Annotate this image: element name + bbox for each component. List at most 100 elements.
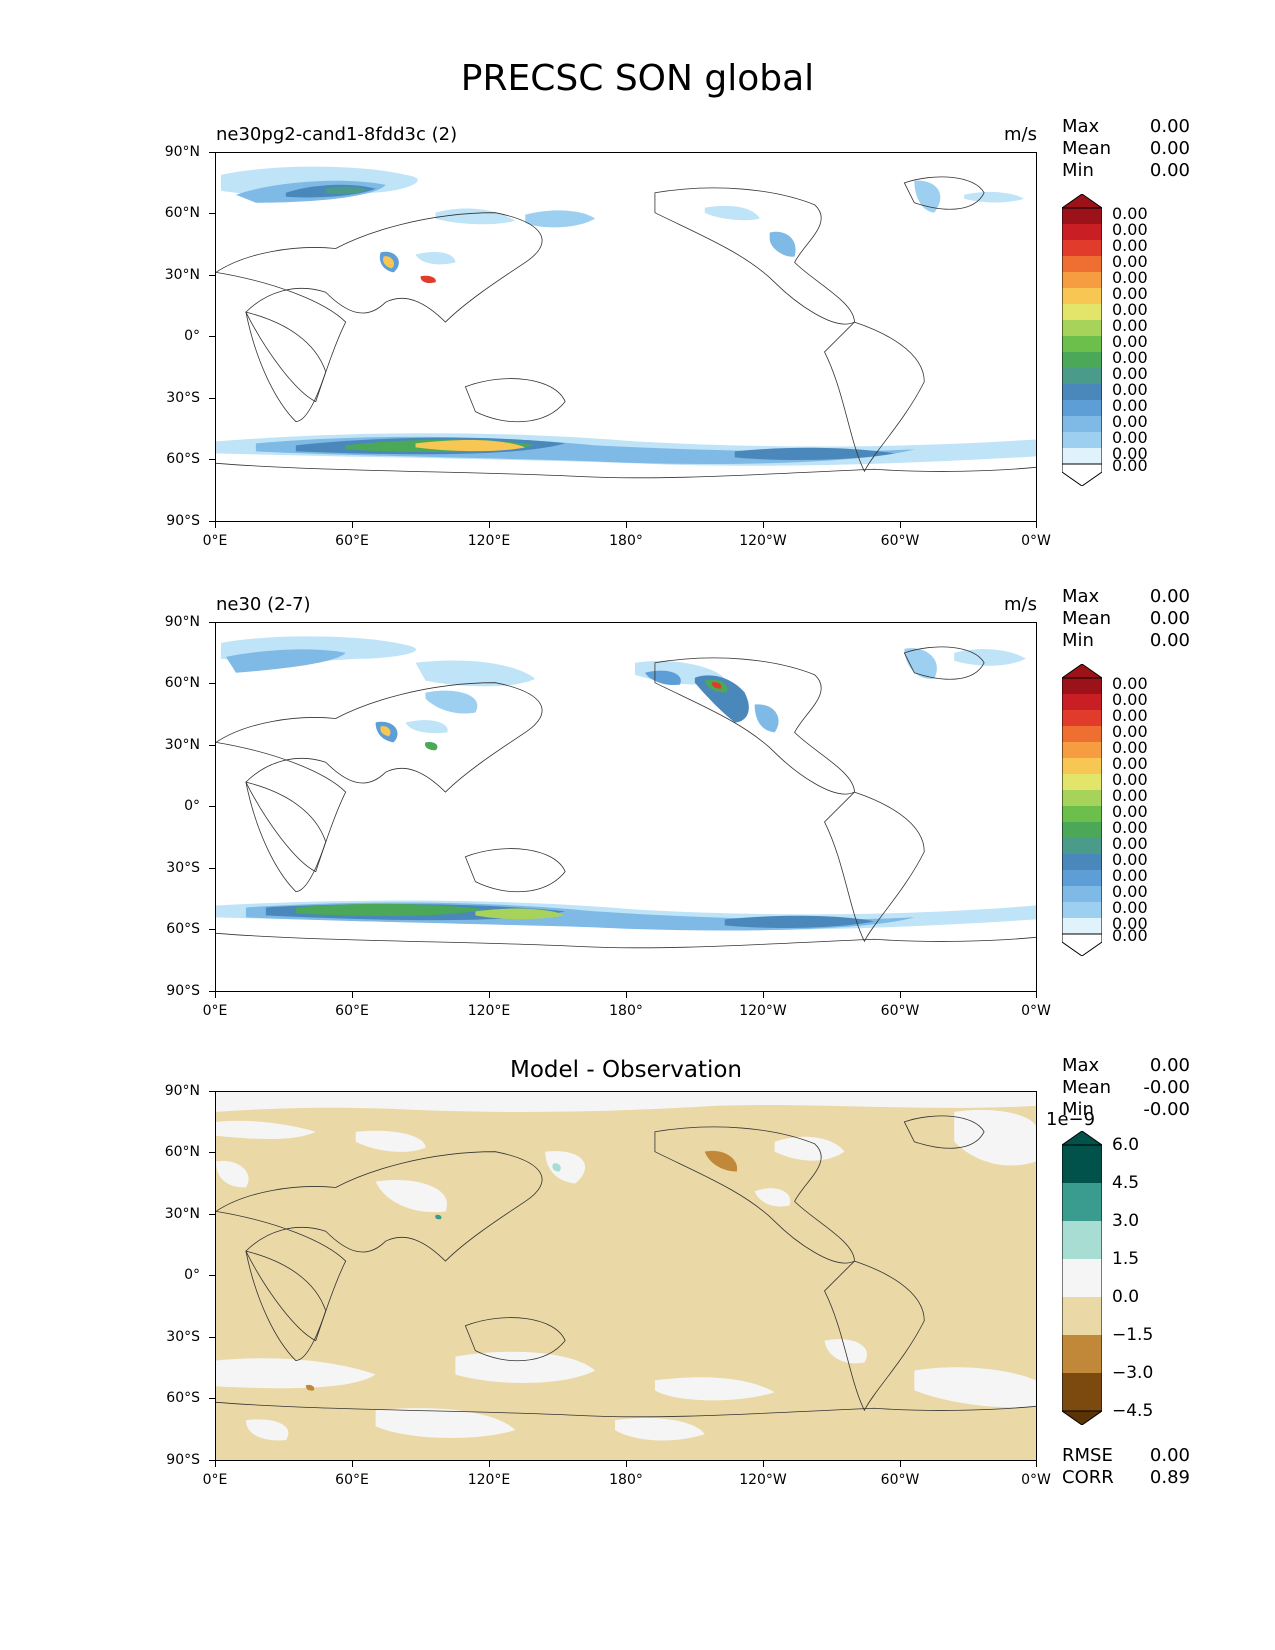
- colorbar-label: 0.00: [1112, 204, 1148, 223]
- stats-box: Max 0.00 Mean -0.00 Min -0.00: [1062, 1055, 1190, 1121]
- xtick-mark: [489, 522, 490, 528]
- colorbar-svg: [1060, 663, 1104, 957]
- xtick-mark: [489, 1461, 490, 1467]
- ytick-mark: [209, 929, 215, 930]
- colorbar-label: 3.0: [1112, 1211, 1140, 1231]
- colorbar-label: 1.5: [1112, 1249, 1140, 1269]
- xtick-label: 120°W: [739, 533, 787, 549]
- colorbar-label: 0.00: [1112, 380, 1148, 399]
- ytick-mark: [209, 745, 215, 746]
- colorbar-label: 0.00: [1112, 690, 1148, 709]
- ytick-label: 30°S: [166, 390, 200, 406]
- metric-rmse-value: 0.00: [1149, 1445, 1190, 1466]
- panel-left-title: ne30 (2-7): [216, 594, 311, 615]
- ytick-mark: [209, 806, 215, 807]
- xtick-mark: [900, 992, 901, 998]
- stat-mean-value: 0.00: [1149, 138, 1190, 159]
- stats-box: Max 0.00 Mean 0.00 Min 0.00: [1062, 586, 1190, 652]
- colorbar-label: 0.00: [1112, 802, 1148, 821]
- xtick-label: 120°W: [739, 1472, 787, 1488]
- xtick-mark: [352, 1461, 353, 1467]
- colorbar-label: 6.0: [1112, 1135, 1140, 1155]
- xtick-label: 0°E: [202, 1003, 228, 1019]
- colorbar-svg: [1060, 1130, 1104, 1426]
- ytick-label: 60°N: [164, 205, 200, 221]
- ytick-label: 0°: [184, 798, 200, 814]
- colorbar-label: −1.5: [1112, 1325, 1154, 1345]
- xtick-label: 0°W: [1021, 1003, 1051, 1019]
- xtick-mark: [352, 992, 353, 998]
- coastlines: [216, 646, 1036, 949]
- xtick-mark: [626, 992, 627, 998]
- ytick-label: 90°S: [166, 1452, 200, 1468]
- stat-mean-value: -0.00: [1143, 1077, 1190, 1098]
- metrics-box: RMSE 0.00 CORR 0.89: [1062, 1445, 1190, 1489]
- colorbar-label: 0.00: [1112, 332, 1148, 351]
- xtick-mark: [1036, 522, 1037, 528]
- xtick-label: 60°E: [335, 1472, 369, 1488]
- metric-corr-value: 0.89: [1149, 1467, 1190, 1488]
- xtick-mark: [626, 522, 627, 528]
- metric-rmse-label: RMSE: [1062, 1445, 1113, 1466]
- xtick-label: 180°: [609, 1472, 643, 1488]
- colorbar-svg: [1060, 193, 1104, 487]
- ytick-label: 30°S: [166, 860, 200, 876]
- colorbar-label: 0.00: [1112, 220, 1148, 239]
- colorbar-label: 0.00: [1112, 882, 1148, 901]
- ytick-label: 30°S: [166, 1329, 200, 1345]
- colorbar-label: 0.00: [1112, 834, 1148, 853]
- stat-max-label: Max: [1062, 586, 1100, 607]
- colorbar-label: 0.00: [1112, 300, 1148, 319]
- metric-corr-label: CORR: [1062, 1467, 1114, 1488]
- xtick-label: 60°W: [880, 1472, 920, 1488]
- stat-max-label: Max: [1062, 1055, 1100, 1076]
- colorbar-label: −3.0: [1112, 1363, 1154, 1383]
- colorbar-label: 0.00: [1112, 818, 1148, 837]
- ytick-mark: [209, 622, 215, 623]
- ytick-mark: [209, 1152, 215, 1153]
- xtick-mark: [215, 992, 216, 998]
- ytick-label: 0°: [184, 1267, 200, 1283]
- xtick-label: 120°E: [467, 533, 511, 549]
- xtick-label: 0°W: [1021, 533, 1051, 549]
- colorbar-label: 0.00: [1112, 770, 1148, 789]
- stat-min-label: Min: [1062, 630, 1094, 651]
- colorbar: [1060, 663, 1104, 957]
- ytick-mark: [209, 213, 215, 214]
- stat-min-label: Min: [1062, 160, 1094, 181]
- xtick-label: 60°W: [880, 1003, 920, 1019]
- xtick-label: 0°E: [202, 533, 228, 549]
- ytick-mark: [209, 1275, 215, 1276]
- ytick-label: 60°S: [166, 921, 200, 937]
- colorbar-label: 0.00: [1112, 364, 1148, 383]
- colorbar: [1060, 1130, 1104, 1426]
- xtick-mark: [215, 1461, 216, 1467]
- ytick-mark: [209, 1398, 215, 1399]
- xtick-mark: [763, 992, 764, 998]
- ytick-mark: [209, 152, 215, 153]
- colorbar-label: 0.00: [1112, 412, 1148, 431]
- xtick-label: 120°E: [467, 1472, 511, 1488]
- ytick-label: 60°S: [166, 451, 200, 467]
- ytick-label: 90°N: [164, 144, 200, 160]
- xtick-label: 0°E: [202, 1472, 228, 1488]
- xtick-mark: [900, 522, 901, 528]
- colorbar-label: 0.00: [1112, 706, 1148, 725]
- panel-center-title: Model - Observation: [509, 1057, 743, 1083]
- ytick-mark: [209, 683, 215, 684]
- ytick-label: 30°N: [164, 737, 200, 753]
- map-difference: [215, 1091, 1037, 1461]
- ytick-label: 30°N: [164, 1206, 200, 1222]
- panel-units: m/s: [1004, 594, 1037, 615]
- stat-min-value: -0.00: [1143, 1099, 1190, 1120]
- ytick-label: 60°S: [166, 1390, 200, 1406]
- colorbar-label: 0.00: [1112, 722, 1148, 741]
- xtick-mark: [763, 1461, 764, 1467]
- stat-max-value: 0.00: [1149, 1055, 1190, 1076]
- colorbar-label: 0.00: [1112, 674, 1148, 693]
- ytick-mark: [209, 1337, 215, 1338]
- xtick-label: 120°E: [467, 1003, 511, 1019]
- ytick-mark: [209, 1460, 215, 1461]
- precip-field: [216, 636, 1036, 931]
- ytick-label: 60°N: [164, 675, 200, 691]
